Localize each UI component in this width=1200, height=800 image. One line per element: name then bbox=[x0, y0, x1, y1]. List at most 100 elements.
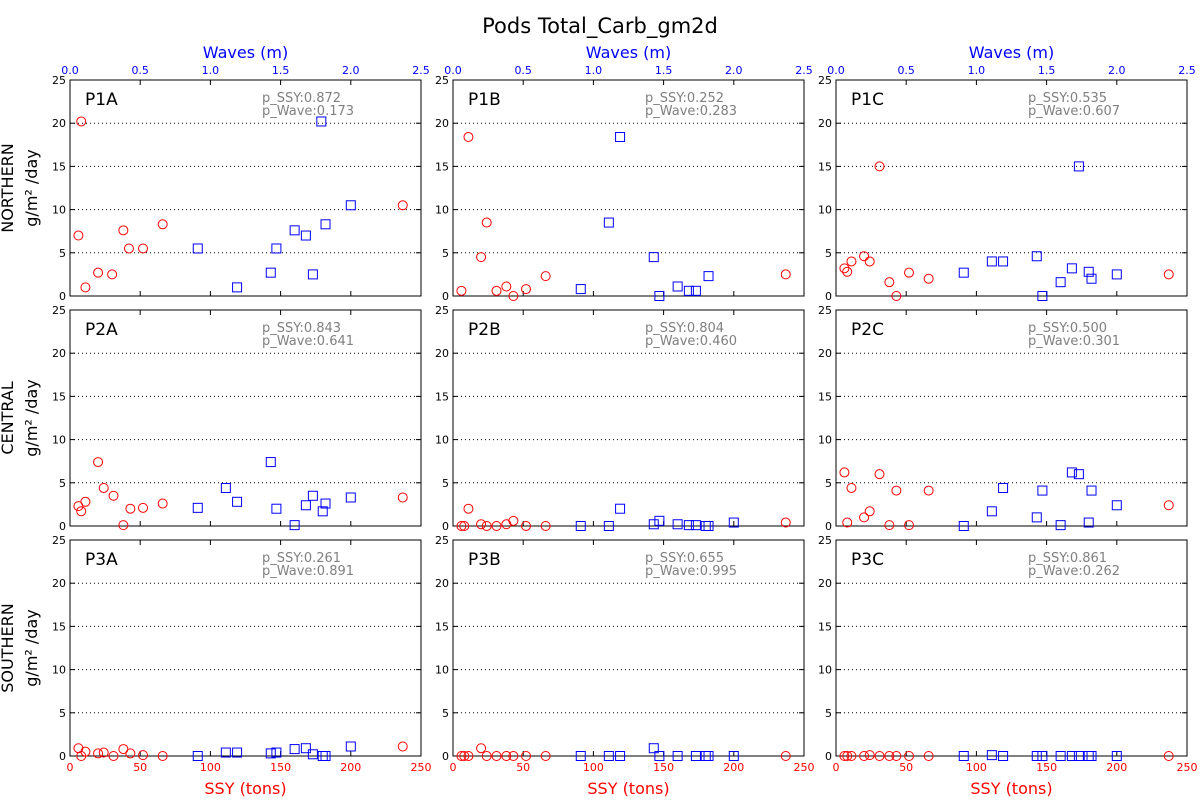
wave-point bbox=[265, 267, 276, 278]
wave-point bbox=[1055, 751, 1066, 761]
y-tick-label: 5 bbox=[442, 477, 449, 490]
p-ssy-stat: p_SSY:0.861 bbox=[1028, 551, 1107, 566]
wave-point bbox=[1073, 469, 1084, 480]
wave-point bbox=[575, 284, 586, 295]
wave-point bbox=[683, 285, 694, 296]
wave-point bbox=[1031, 512, 1042, 523]
y-tick-label: 15 bbox=[818, 160, 832, 173]
ssy-point bbox=[508, 291, 519, 301]
x-tick-label: 150 bbox=[270, 761, 291, 774]
ssy-point bbox=[842, 517, 853, 528]
panel-label: P1C bbox=[851, 90, 884, 110]
y-tick-label: 20 bbox=[435, 577, 449, 590]
ssy-point bbox=[923, 273, 934, 284]
y-tick-label: 20 bbox=[818, 347, 832, 360]
wave-point bbox=[1111, 751, 1122, 761]
y-tick-label: 20 bbox=[435, 347, 449, 360]
wave-point bbox=[728, 751, 739, 761]
panel-label: P3C bbox=[851, 550, 884, 570]
wave-point bbox=[192, 502, 203, 513]
wave-point bbox=[1066, 467, 1077, 478]
x-tick-label: 100 bbox=[583, 761, 604, 774]
wave-point bbox=[1037, 751, 1048, 761]
top-x-tick-label: 2.5 bbox=[412, 64, 430, 77]
wave-point bbox=[648, 519, 659, 530]
x-tick-label: 200 bbox=[1106, 761, 1127, 774]
ssy-point bbox=[923, 751, 934, 761]
ssy-point bbox=[842, 266, 853, 277]
ssy-point bbox=[884, 520, 895, 531]
top-x-tick-label: 1.0 bbox=[585, 64, 603, 77]
top-x-tick-label: 1.5 bbox=[655, 64, 673, 77]
wave-point bbox=[300, 500, 311, 511]
x-axis-title: SSY (tons) bbox=[204, 779, 286, 798]
top-x-tick-label: 1.0 bbox=[202, 64, 220, 77]
y-tick-label: 0 bbox=[442, 290, 449, 303]
ssy-point bbox=[884, 277, 895, 288]
ssy-point bbox=[80, 282, 91, 293]
y-axis-title: g/m² /day bbox=[22, 609, 41, 686]
ssy-point bbox=[521, 751, 532, 761]
ssy-point bbox=[839, 751, 850, 761]
wave-point bbox=[271, 503, 282, 514]
wave-point bbox=[998, 482, 1009, 493]
wave-point bbox=[958, 521, 969, 531]
ssy-point bbox=[864, 256, 875, 267]
ssy-point bbox=[476, 519, 487, 530]
y-tick-label: 15 bbox=[818, 620, 832, 633]
y-tick-label: 25 bbox=[52, 534, 66, 547]
top-x-tick-label: 2.0 bbox=[725, 64, 743, 77]
x-tick-label: 200 bbox=[723, 761, 744, 774]
y-tick-label: 25 bbox=[52, 74, 66, 87]
x-tick-label: 0 bbox=[67, 761, 74, 774]
ssy-point bbox=[118, 225, 129, 236]
y-tick-label: 10 bbox=[435, 434, 449, 447]
ssy-point bbox=[459, 751, 470, 761]
wave-point bbox=[300, 230, 311, 241]
wave-point bbox=[271, 243, 282, 254]
ssy-point bbox=[891, 291, 902, 301]
ssy-point bbox=[80, 746, 91, 757]
panel-label: P2B bbox=[468, 320, 501, 340]
ssy-point bbox=[859, 751, 870, 761]
x-tick-label: 150 bbox=[653, 761, 674, 774]
y-tick-label: 25 bbox=[435, 74, 449, 87]
wave-point bbox=[1031, 251, 1042, 262]
wave-point bbox=[220, 747, 231, 758]
top-x-tick-label: 2.0 bbox=[1108, 64, 1126, 77]
p-wave-stat: p_Wave:0.641 bbox=[262, 334, 354, 349]
panel-p1a: 0 5 10 15 20 250.0 0.5 1.0 1.5 2.0 2.5 P1A p_SSY:0.8… bbox=[52, 43, 430, 303]
ssy-point bbox=[476, 743, 487, 754]
wave-point bbox=[265, 748, 276, 759]
y-axis-title: g/m² /day bbox=[22, 149, 41, 226]
top-x-tick-label: 1.5 bbox=[272, 64, 290, 77]
p-ssy-stat: p_SSY:0.872 bbox=[262, 91, 341, 106]
wave-point bbox=[1083, 266, 1094, 277]
wave-point bbox=[1111, 269, 1122, 280]
wave-point bbox=[1083, 517, 1094, 528]
ssy-point bbox=[1163, 269, 1174, 280]
y-tick-label: 20 bbox=[818, 117, 832, 130]
wave-point bbox=[1037, 291, 1048, 301]
y-tick-label: 10 bbox=[52, 664, 66, 677]
p-wave-stat: p_Wave:0.891 bbox=[262, 564, 354, 579]
wave-point bbox=[690, 285, 701, 296]
plot-frame bbox=[69, 79, 422, 297]
ssy-point bbox=[76, 116, 87, 127]
plot-frame bbox=[452, 309, 805, 527]
y-tick-label: 0 bbox=[442, 750, 449, 763]
x-tick-label: 0 bbox=[450, 761, 457, 774]
ssy-point bbox=[98, 747, 109, 758]
ssy-point bbox=[108, 490, 119, 501]
y-tick-label: 15 bbox=[435, 390, 449, 403]
panel-p1c: 0 5 10 15 20 250.0 0.5 1.0 1.5 2.0 2.5 P1C p_SSY:0.5… bbox=[818, 43, 1196, 303]
y-tick-label: 5 bbox=[825, 247, 832, 260]
panel-label: P1A bbox=[85, 90, 118, 110]
ssy-point bbox=[125, 748, 136, 759]
ssy-point bbox=[157, 219, 168, 230]
y-tick-label: 0 bbox=[825, 750, 832, 763]
wave-point bbox=[615, 503, 626, 514]
y-tick-label: 15 bbox=[435, 620, 449, 633]
